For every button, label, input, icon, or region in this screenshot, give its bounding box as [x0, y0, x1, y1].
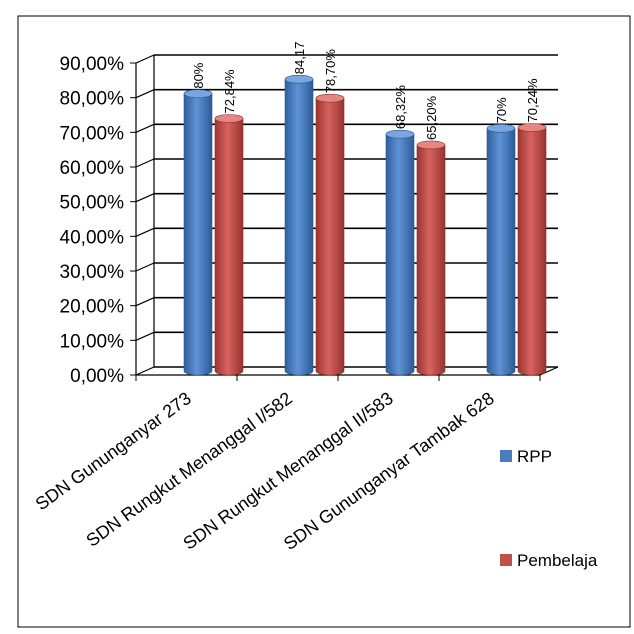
data-label: 68,32%	[393, 85, 408, 130]
chart-border	[17, 15, 631, 628]
bar	[416, 140, 446, 376]
side-gridline	[135, 123, 155, 133]
data-label: 80%	[191, 62, 206, 88]
bar	[183, 89, 213, 376]
data-label: 70,24%	[525, 78, 540, 123]
y-tick-label: 70,00%	[60, 123, 125, 144]
data-label: 65,20%	[424, 95, 439, 140]
data-label: 72,84%	[222, 69, 237, 114]
side-gridline	[135, 297, 155, 307]
x-category-label: SDN Rungkut Menanggal II/583	[179, 388, 396, 554]
y-tick-label: 0,00%	[70, 366, 124, 387]
bar	[214, 114, 244, 376]
bar	[315, 93, 345, 376]
x-category-label: SDN Rungkut Menanggal I/582	[83, 388, 296, 551]
y-tick-label: 80,00%	[60, 89, 125, 110]
y-tick-label: 40,00%	[60, 227, 125, 248]
bar	[486, 124, 516, 376]
side-gridline	[135, 262, 155, 272]
y-tick-label: 20,00%	[60, 297, 125, 318]
y-tick-label: 60,00%	[60, 158, 125, 179]
side-gridline	[135, 331, 155, 341]
side-gridline	[135, 89, 155, 99]
data-label: 70%	[494, 97, 509, 123]
bar	[284, 74, 314, 376]
data-label: 78,70%	[323, 49, 338, 94]
legend-swatch	[500, 450, 512, 462]
y-tick-label: 10,00%	[60, 331, 125, 352]
side-gridline	[135, 158, 155, 168]
y-tick-label: 50,00%	[60, 193, 125, 214]
side-gridline	[135, 193, 155, 203]
y-tick-label: 90,00%	[60, 54, 125, 75]
side-gridline	[135, 227, 155, 237]
side-gridline	[135, 366, 155, 376]
bar	[517, 123, 547, 376]
x-category-label: SDN Gununganyar Tambak 628	[280, 388, 498, 554]
legend-label: Pembelaja	[517, 551, 598, 570]
legend-label: RPP	[517, 447, 552, 466]
legend-swatch	[500, 554, 512, 566]
side-gridline	[135, 54, 155, 64]
bar	[385, 129, 415, 376]
data-label: 84,17	[292, 42, 307, 75]
y-tick-label: 30,00%	[60, 262, 125, 283]
